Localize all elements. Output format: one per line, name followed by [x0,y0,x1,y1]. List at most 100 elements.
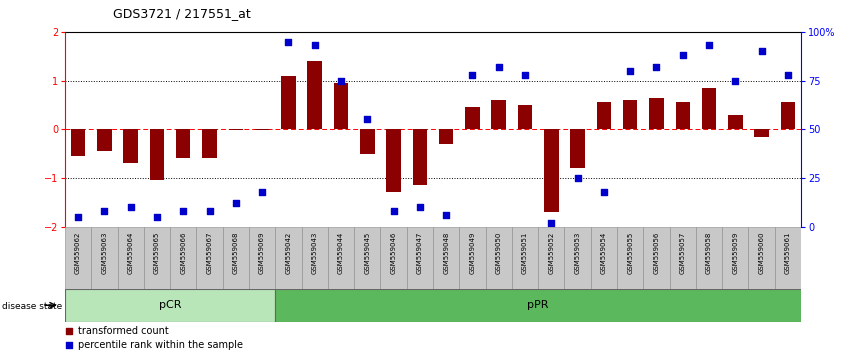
Bar [512,227,538,289]
Bar [492,100,506,129]
Bar [486,227,512,289]
Point [439,212,453,218]
Bar [91,227,118,289]
Bar [544,129,559,212]
Bar [71,129,86,156]
Bar [675,102,690,129]
Bar [255,129,269,130]
Point [203,208,216,214]
Bar [144,227,170,289]
Bar [307,61,322,129]
Point [360,117,374,122]
Point [71,214,85,219]
Bar [669,227,696,289]
Bar [124,129,138,163]
Point [754,48,768,54]
Point [413,204,427,210]
Point [571,175,585,181]
Point [229,200,242,206]
Text: GSM559068: GSM559068 [233,232,239,274]
Bar [565,227,591,289]
Bar [439,129,454,144]
Point [702,43,716,48]
Text: GSM559053: GSM559053 [575,232,580,274]
Text: GDS3721 / 217551_at: GDS3721 / 217551_at [113,7,250,20]
Point [518,72,532,78]
Bar [275,289,801,322]
Bar [617,227,643,289]
Bar [97,129,112,151]
Text: GSM559057: GSM559057 [680,232,686,274]
Text: GSM559064: GSM559064 [127,232,133,274]
Text: transformed count: transformed count [78,326,169,336]
Text: GSM559069: GSM559069 [259,232,265,274]
Bar [696,227,722,289]
Bar [301,227,328,289]
Bar [623,100,637,129]
Bar [275,227,301,289]
Point [177,208,191,214]
Text: GSM559058: GSM559058 [706,232,712,274]
Bar [333,83,348,129]
Bar [176,129,191,159]
Bar [465,107,480,129]
Bar [748,227,775,289]
Point [307,43,321,48]
Point [124,204,138,210]
Text: pPR: pPR [527,300,549,310]
Text: GSM559051: GSM559051 [522,232,528,274]
Text: GSM559059: GSM559059 [733,232,739,274]
Bar [328,227,354,289]
Text: GSM559050: GSM559050 [495,232,501,274]
Bar [597,102,611,129]
Text: GSM559042: GSM559042 [286,232,291,274]
Point [150,214,164,219]
Text: pCR: pCR [158,300,181,310]
Bar [643,227,669,289]
Text: GSM559054: GSM559054 [601,232,607,274]
Bar [754,129,769,137]
Point [597,189,611,194]
Bar [150,129,165,180]
Text: GSM559066: GSM559066 [180,232,186,274]
Point [650,64,663,70]
Point [728,78,742,84]
Text: GSM559061: GSM559061 [785,232,791,274]
Bar [459,227,486,289]
Bar [775,227,801,289]
Point [624,68,637,74]
Bar [170,227,197,289]
Bar [360,129,374,154]
Bar [118,227,144,289]
Text: GSM559049: GSM559049 [469,232,475,274]
Bar [229,129,243,130]
Text: GSM559062: GSM559062 [75,232,81,274]
Bar [65,289,275,322]
Bar [571,129,585,168]
Bar [780,102,795,129]
Bar [591,227,617,289]
Point [492,64,506,70]
Bar [249,227,275,289]
Text: GSM559046: GSM559046 [391,232,397,274]
Text: GSM559060: GSM559060 [759,232,765,274]
Text: GSM559048: GSM559048 [443,232,449,274]
Bar [386,129,401,193]
Bar [281,76,295,129]
Text: GSM559047: GSM559047 [417,232,423,274]
Bar [407,227,433,289]
Point [334,78,348,84]
Bar [728,115,742,129]
Bar [380,227,407,289]
Bar [203,129,216,159]
Text: GSM559044: GSM559044 [338,232,344,274]
Point [61,342,75,348]
Text: GSM559055: GSM559055 [627,232,633,274]
Bar [65,227,91,289]
Point [386,208,400,214]
Bar [354,227,380,289]
Point [781,72,795,78]
Bar [412,129,427,185]
Text: GSM559063: GSM559063 [101,232,107,274]
Bar [223,227,249,289]
